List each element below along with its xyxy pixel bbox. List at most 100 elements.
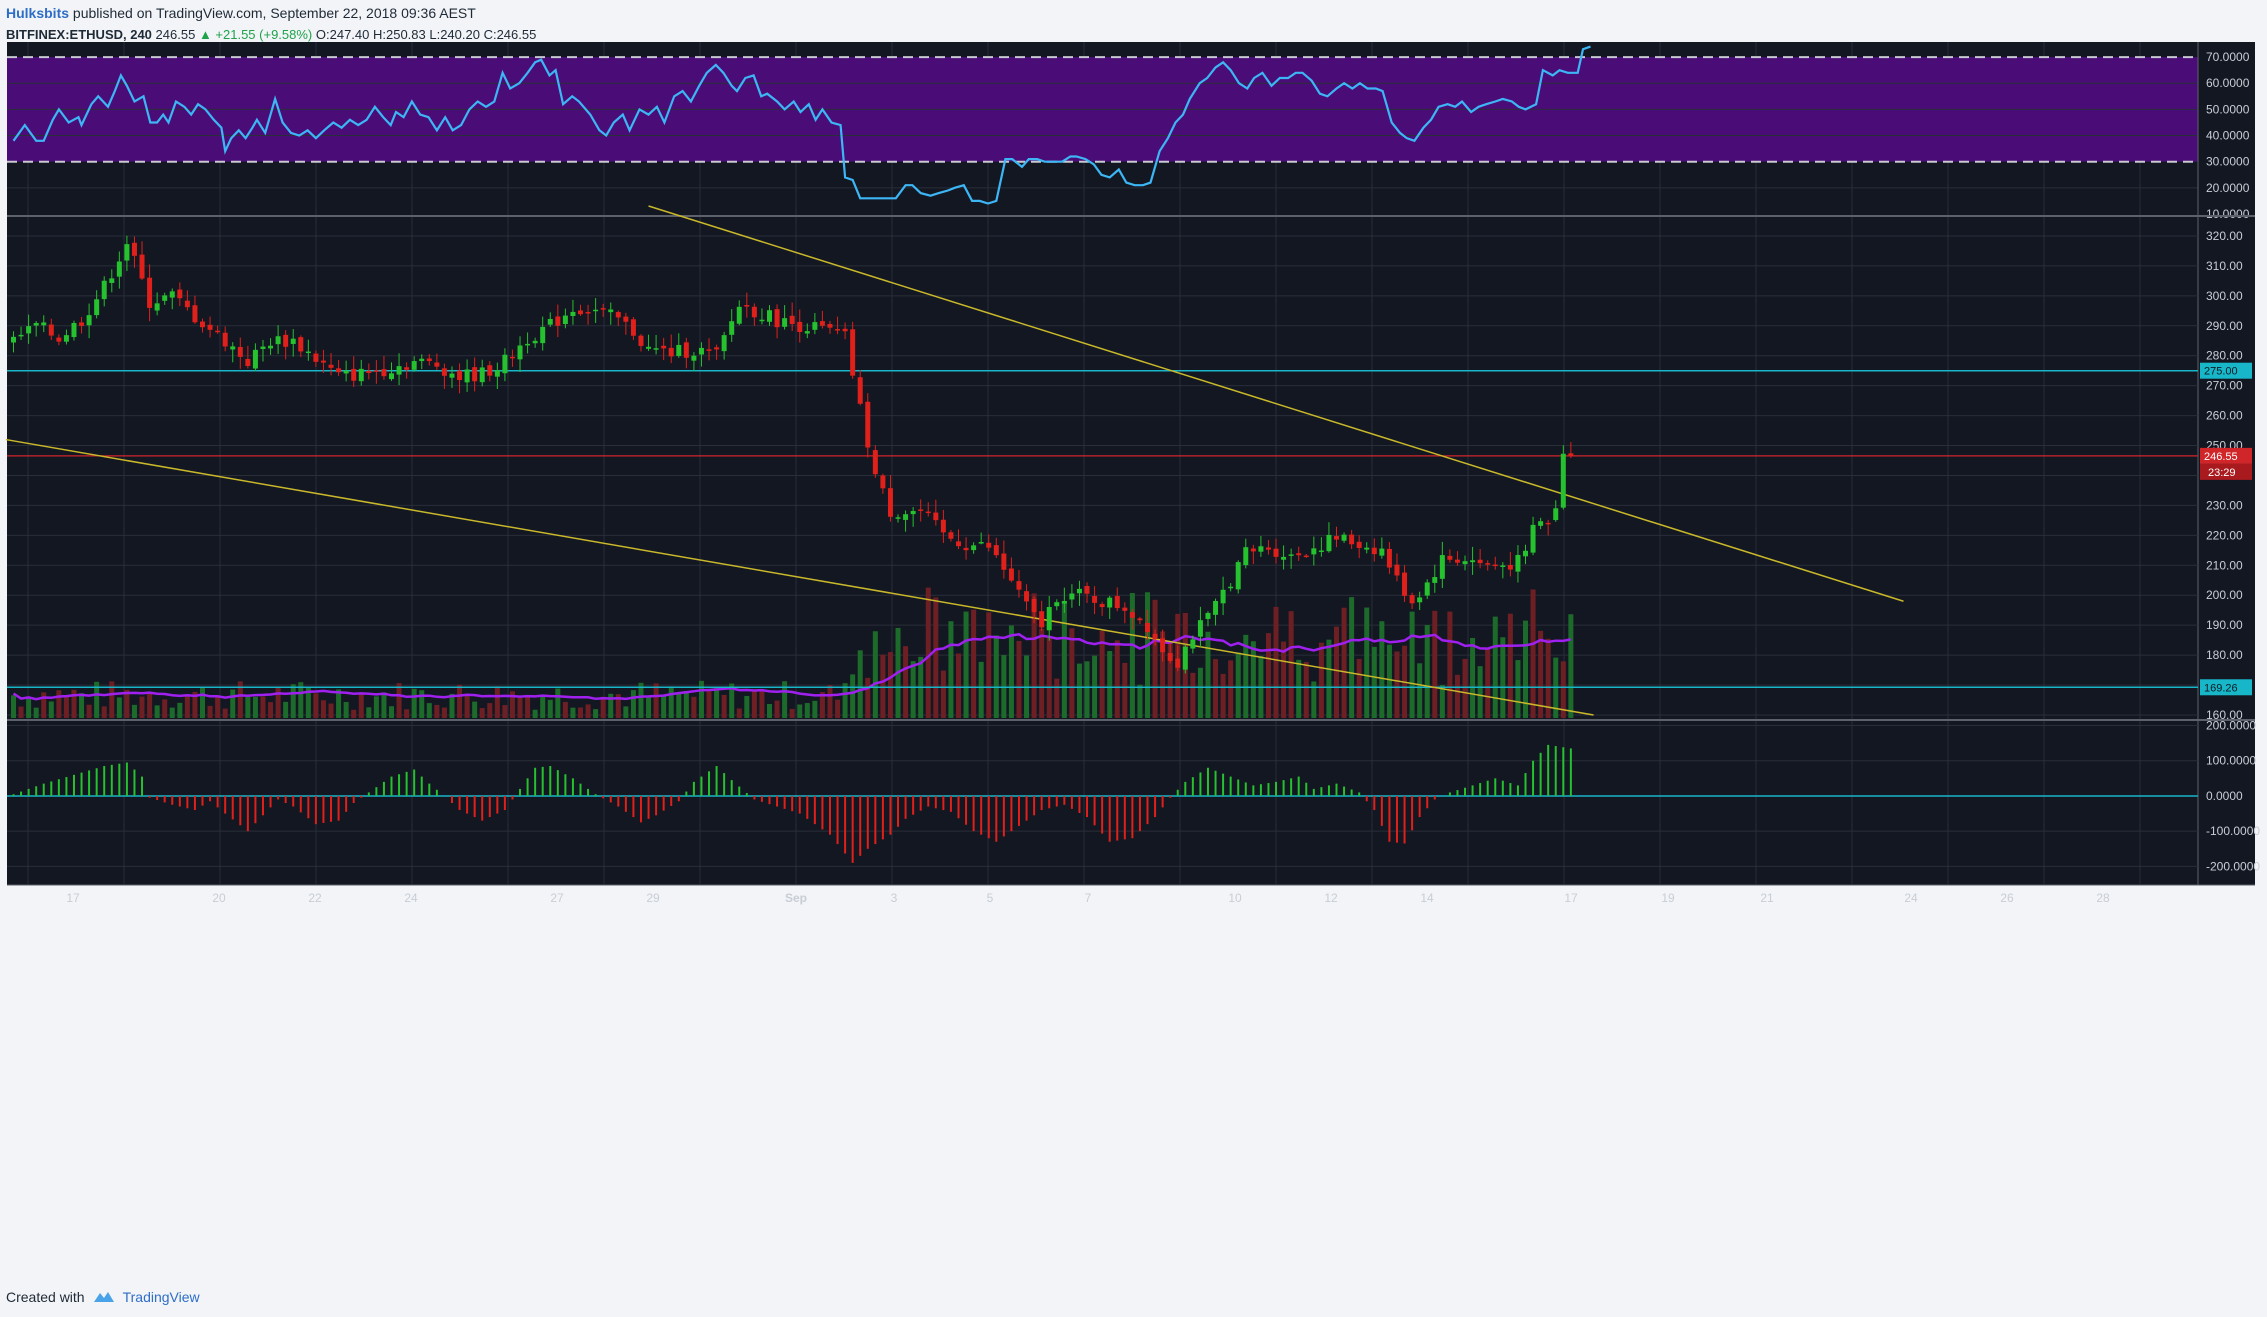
- candle-body: [1084, 586, 1090, 594]
- volume-bar: [751, 690, 757, 718]
- tradingview-link[interactable]: TradingView: [122, 1289, 200, 1305]
- candle-body: [101, 280, 107, 300]
- candle-body: [1160, 638, 1166, 653]
- volume-bar: [827, 685, 833, 718]
- candle-body: [373, 370, 379, 372]
- volume-bar: [1303, 661, 1309, 718]
- volume-bar: [487, 703, 493, 718]
- volume-bar: [109, 681, 115, 718]
- volume-bar: [169, 707, 175, 718]
- symbol-label[interactable]: BITFINEX:ETHUSD, 240: [6, 27, 152, 42]
- change-label: ▲ +21.55 (+9.58%): [198, 27, 313, 42]
- candle-body: [1379, 548, 1385, 556]
- volume-bar: [1296, 659, 1302, 718]
- candle-body: [578, 310, 583, 315]
- volume-bar: [320, 700, 326, 718]
- volume-bar: [411, 688, 417, 718]
- candle-body: [411, 361, 417, 370]
- candle-body: [661, 345, 667, 349]
- chart-canvas[interactable]: 70.000060.000050.000040.000030.000020.00…: [0, 42, 2267, 1282]
- chart-header: Hulksbits published on TradingView.com, …: [6, 2, 536, 46]
- candle-body: [1288, 554, 1294, 556]
- volume-bar: [1417, 663, 1423, 718]
- volume-bar: [963, 611, 969, 718]
- volume-bar: [464, 695, 470, 718]
- volume-bar: [1031, 593, 1037, 718]
- candle-body: [948, 532, 954, 539]
- volume-bar: [396, 683, 402, 718]
- volume-bar: [177, 702, 183, 718]
- volume-bar: [562, 701, 568, 718]
- date-axis-tick: 22: [308, 891, 322, 905]
- candle-body: [283, 334, 289, 347]
- date-axis-tick: 24: [404, 891, 418, 905]
- candle-body: [86, 315, 92, 326]
- volume-bar: [1515, 660, 1521, 718]
- candle-body: [472, 367, 478, 382]
- candle-body: [653, 348, 659, 350]
- volume-bar: [812, 700, 818, 718]
- volume-bar: [1084, 661, 1090, 718]
- volume-bar: [993, 635, 999, 718]
- candle-body: [872, 450, 878, 475]
- candle-body: [313, 353, 319, 362]
- candle-body: [1197, 620, 1203, 637]
- candle-body: [426, 358, 432, 362]
- volume-bar: [608, 693, 614, 718]
- volume-bar: [630, 690, 636, 718]
- volume-bar: [1054, 678, 1060, 718]
- price-axis-tick: 270.00: [2206, 379, 2243, 393]
- volume-bar: [956, 653, 961, 718]
- price-axis-tick: 260.00: [2206, 409, 2243, 423]
- volume-bar: [343, 701, 349, 718]
- rsi-axis-tick: 40.0000: [2206, 129, 2250, 143]
- volume-bar: [835, 699, 841, 718]
- volume-bar: [268, 702, 274, 718]
- volume-bar: [1220, 673, 1226, 718]
- date-axis-tick: 12: [1324, 891, 1338, 905]
- candle-body: [1394, 564, 1400, 576]
- price-axis-tick: 220.00: [2206, 528, 2243, 542]
- candle-body: [585, 312, 591, 314]
- price-axis-tick: 160.00: [2206, 708, 2243, 722]
- candle-body: [1122, 607, 1128, 611]
- candle-body: [1515, 554, 1521, 572]
- candle-body: [1334, 536, 1339, 540]
- date-axis-tick: 17: [66, 891, 80, 905]
- candle-body: [404, 367, 410, 370]
- candle-body: [56, 337, 62, 342]
- volume-bar: [1318, 642, 1324, 718]
- candle-body: [940, 519, 946, 533]
- candle-body: [1152, 633, 1158, 640]
- volume-bar: [215, 696, 221, 718]
- volume-bar: [192, 691, 198, 718]
- level-tag-label: 275.00: [2204, 366, 2238, 378]
- author-link[interactable]: Hulksbits: [6, 5, 70, 21]
- candle-body: [1061, 600, 1067, 604]
- volume-bar: [1281, 641, 1287, 718]
- candle-body: [48, 324, 54, 336]
- volume-bar: [1235, 652, 1241, 718]
- candle-body: [479, 367, 485, 383]
- candle-body: [1507, 564, 1513, 570]
- volume-bar: [661, 695, 667, 718]
- volume-bar: [789, 708, 795, 718]
- volume-bar: [600, 696, 606, 718]
- date-axis-tick: 14: [1420, 891, 1434, 905]
- candle-body: [1432, 577, 1438, 583]
- volume-bar: [1530, 589, 1536, 718]
- tradingview-logo-icon: [93, 1292, 114, 1302]
- volume-bar: [1523, 620, 1528, 718]
- volume-bar: [804, 703, 810, 718]
- candle-body: [1500, 565, 1506, 567]
- volume-bar: [1152, 599, 1158, 718]
- candle-body: [1243, 547, 1249, 566]
- candle-body: [842, 328, 848, 332]
- volume-bar: [1371, 646, 1377, 718]
- candle-body: [351, 368, 357, 381]
- volume-bar: [509, 691, 515, 718]
- volume-bar: [706, 690, 712, 718]
- volume-bar: [1545, 638, 1551, 718]
- rsi-axis-tick: 10.0000: [2206, 207, 2250, 221]
- volume-bar: [11, 695, 16, 718]
